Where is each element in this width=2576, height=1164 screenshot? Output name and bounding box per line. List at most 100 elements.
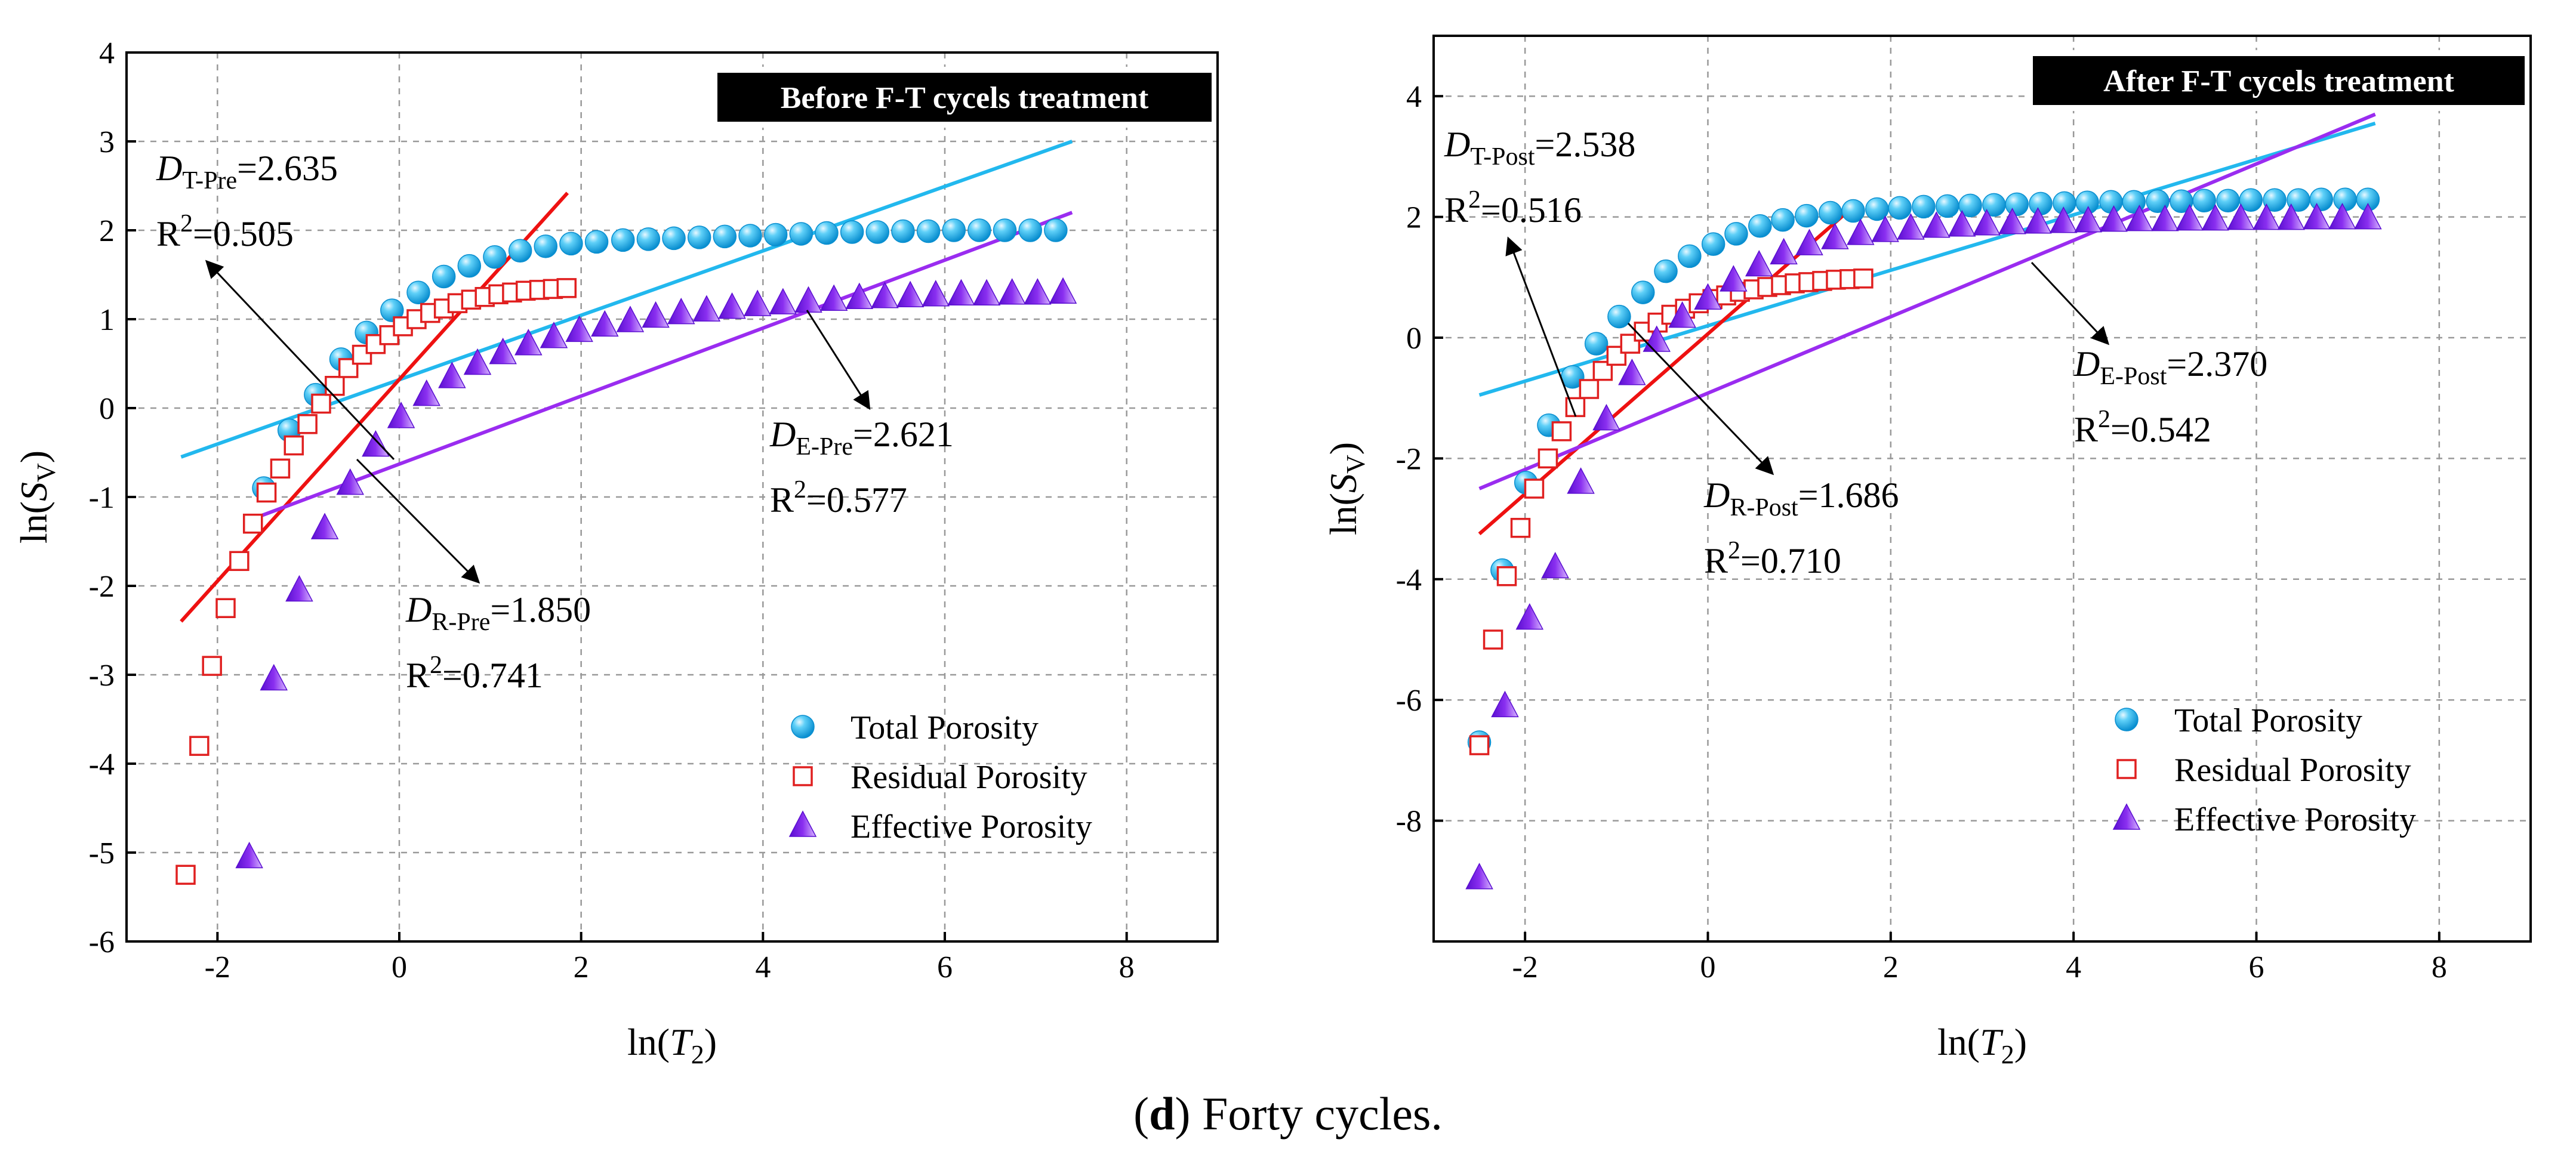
total-porosity-point — [1958, 193, 1982, 218]
total-porosity-point — [1936, 194, 1959, 218]
effective-porosity-point — [972, 279, 1001, 306]
legend-label: Total Porosity — [851, 709, 1039, 746]
effective-porosity-point — [616, 305, 645, 332]
total-porosity-point — [1912, 194, 1936, 219]
r-squared-label-r: R2=0.741 — [406, 652, 543, 695]
chart-after: -2 0 2 4 6 8 -8 -6 -4 -2 0 2 4 ln(T2) ln(SV) After F-T … — [1322, 35, 2532, 1069]
residual-porosity-point — [556, 278, 577, 298]
chart-before: -2 0 2 4 6 8 -6 -5 -4 -3 -2 -1 0 1 2 3 4 ln(T2) ln(SV) Befo… — [13, 36, 1219, 1069]
fit-line-residual — [1478, 200, 1860, 536]
effective-porosity-point — [540, 322, 568, 348]
x-tick-label: 0 — [1700, 950, 1716, 984]
total-porosity-point — [380, 298, 404, 322]
residual-porosity-point — [215, 598, 236, 618]
x-tick-label: -2 — [205, 950, 230, 984]
effective-porosity-point — [1465, 863, 1493, 890]
residual-porosity-point — [229, 551, 249, 572]
residual-porosity-point — [1510, 518, 1531, 538]
total-porosity-point — [406, 280, 430, 305]
effective-porosity-point — [1567, 467, 1595, 494]
y-tick-label: 0 — [99, 392, 115, 426]
legend-residual-marker — [2116, 759, 2137, 779]
total-porosity-point — [2263, 188, 2287, 212]
residual-porosity-point — [256, 482, 277, 503]
x-axis-label: ln(T2) — [1937, 1021, 2027, 1069]
effective-porosity-point — [1821, 223, 1849, 249]
total-porosity-point — [2216, 189, 2240, 213]
total-porosity-point — [2029, 192, 2053, 216]
total-porosity-point — [1584, 332, 1609, 356]
effective-porosity-point — [2354, 203, 2382, 230]
total-porosity-point — [2239, 188, 2263, 212]
effective-porosity-point — [2303, 203, 2331, 230]
effective-porosity-point — [871, 282, 899, 308]
effective-porosity-point — [922, 280, 950, 307]
effective-porosity-point — [769, 288, 797, 314]
effective-porosity-point — [362, 430, 390, 457]
effective-porosity-point — [1515, 603, 1544, 630]
effective-porosity-point — [1592, 404, 1620, 431]
y-tick-label: -3 — [89, 659, 115, 693]
effective-porosity-point — [2277, 203, 2305, 230]
residual-porosity-point — [297, 414, 318, 434]
fractal-dimension-label-t: DT-Pre=2.635 — [156, 149, 338, 194]
effective-porosity-point — [2328, 203, 2356, 230]
effective-porosity-point — [438, 362, 466, 388]
total-porosity-point — [738, 224, 762, 248]
legend-label: Effective Porosity — [2174, 801, 2416, 838]
legend-total-marker — [2115, 708, 2139, 731]
residual-porosity-point — [311, 393, 331, 414]
total-porosity-point — [1607, 304, 1631, 329]
legend-residual-marker — [793, 766, 813, 786]
total-porosity-point — [1018, 218, 1042, 242]
fractal-dimension-label-r: DR-Pre=1.850 — [405, 590, 591, 636]
total-porosity-point — [483, 245, 507, 269]
total-porosity-point — [1748, 214, 1772, 238]
legend-label: Total Porosity — [2174, 702, 2362, 739]
effective-porosity-point — [514, 329, 543, 356]
x-tick-label: 0 — [392, 950, 407, 984]
y-tick-label: -5 — [89, 836, 115, 870]
title-box — [2033, 56, 2525, 105]
y-tick-label: 3 — [99, 125, 115, 159]
y-tick-label: 1 — [99, 303, 115, 337]
r-squared-label-r: R2=0.710 — [1704, 537, 1841, 581]
effective-porosity-point — [1770, 237, 1798, 265]
residual-porosity-point — [175, 864, 196, 885]
effective-porosity-point — [463, 348, 492, 375]
effective-porosity-point — [998, 278, 1026, 305]
y-tick-label: -8 — [1396, 805, 1422, 839]
total-porosity-point — [840, 220, 864, 244]
effective-porosity-point — [1948, 210, 1976, 237]
effective-porosity-point — [2125, 205, 2153, 231]
caption-open: ( — [1133, 1088, 1150, 1140]
x-tick-label: 8 — [2432, 950, 2447, 984]
effective-porosity-point — [285, 575, 313, 602]
effective-porosity-point — [667, 297, 695, 325]
x-tick-label: 2 — [574, 950, 589, 984]
effective-porosity-point — [1998, 208, 2026, 234]
total-porosity-point — [993, 218, 1017, 242]
effective-porosity-point — [718, 292, 746, 319]
effective-porosity-point — [2253, 203, 2281, 230]
x-tick-label: 4 — [2066, 950, 2081, 984]
effective-porosity-point — [947, 279, 975, 306]
total-porosity-point — [2192, 189, 2216, 213]
effective-porosity-point — [743, 289, 772, 316]
total-porosity-point — [636, 227, 661, 251]
effective-porosity-point — [1745, 249, 1773, 277]
effective-porosity-point — [2024, 207, 2052, 234]
fractal-dimension-label-r: DR-Post=1.686 — [1703, 476, 1899, 521]
total-porosity-point — [865, 220, 890, 244]
total-porosity-point — [1818, 200, 1842, 225]
fractal-dimension-label-t: DT-Post=2.538 — [1444, 125, 1635, 171]
total-porosity-point — [662, 226, 686, 251]
effective-porosity-point — [1694, 283, 1722, 310]
total-porosity-point — [2309, 187, 2333, 212]
x-tick-label: 6 — [2249, 950, 2264, 984]
title-box — [717, 73, 1212, 122]
total-porosity-point — [713, 224, 737, 249]
caption-close: ) — [1175, 1088, 1202, 1140]
total-porosity-point — [2099, 190, 2123, 214]
